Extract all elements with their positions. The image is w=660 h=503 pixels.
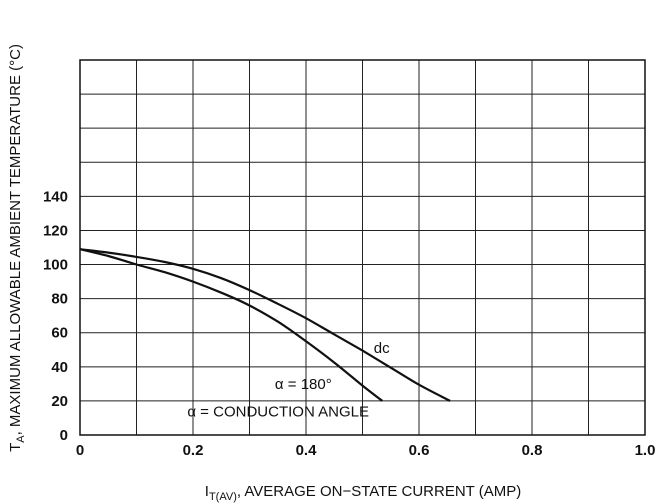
annotation-label: dc <box>374 340 390 357</box>
annotation-layer: dc α = 180° α = CONDUCTION ANGLE <box>187 340 390 420</box>
y-tick-label: 140 <box>43 188 68 205</box>
tick-layer: 0 0.2 0.4 0.6 0.8 1.0 0 20 40 60 80 100 120 140 <box>43 188 655 459</box>
plot-frame <box>79 59 646 436</box>
y-axis-label: TA, MAXIMUM ALLOWABLE AMBIENT TEMPERATUR… <box>7 44 27 452</box>
series-line <box>79 248 451 402</box>
series-line <box>79 248 383 402</box>
annotation-label: α = 180° <box>275 376 332 393</box>
x-tick-label: 1.0 <box>635 442 656 459</box>
x-axis-label: IT(AV), AVERAGE ON−STATE CURRENT (AMP) <box>205 483 521 503</box>
x-tick-label: 0.2 <box>183 442 204 459</box>
grid-layer <box>79 59 646 436</box>
y-tick-label: 40 <box>51 359 68 376</box>
y-tick-label: 120 <box>43 222 68 239</box>
y-tick-label: 20 <box>51 393 68 410</box>
y-tick-label: 80 <box>51 291 68 308</box>
y-tick-label: 100 <box>43 257 68 274</box>
annotation-label: α = CONDUCTION ANGLE <box>187 403 369 420</box>
x-tick-label: 0.6 <box>409 442 430 459</box>
y-tick-label: 60 <box>51 325 68 342</box>
x-tick-label: 0.8 <box>522 442 543 459</box>
x-tick-label: 0.4 <box>296 442 318 459</box>
x-tick-label: 0 <box>76 442 84 459</box>
series-layer <box>79 248 451 402</box>
y-tick-label: 0 <box>60 427 68 444</box>
